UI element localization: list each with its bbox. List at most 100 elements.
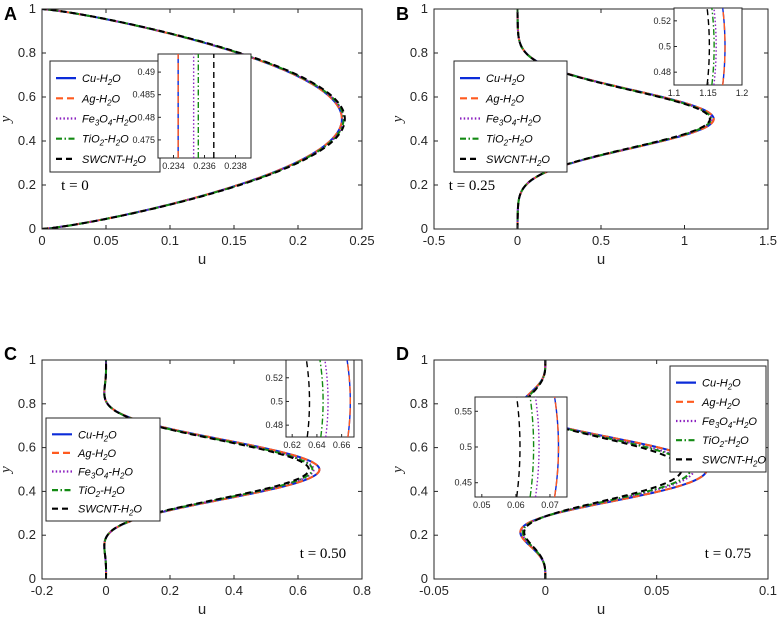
y-tick-label: 1 (29, 352, 36, 367)
inset-x-tick-label: 0.07 (541, 500, 559, 510)
legend-entry: Cu-H2O (486, 73, 525, 87)
x-tick-label: 0.05 (93, 233, 118, 248)
curves (42, 9, 346, 229)
legend-entry: Fe3O4-H2O (82, 114, 137, 128)
x-tick-label: -0.2 (31, 583, 53, 598)
inset-y-tick-label: 0.52 (653, 16, 671, 26)
inset-x-tick-label: 0.234 (162, 161, 185, 171)
x-tick-label: 0.15 (221, 233, 246, 248)
series-line-swcnt-h2o (523, 360, 683, 579)
legend: Cu-H2O Ag-H2O Fe3O4-H2O TiO2-H2O SWCNT-H2O (45, 417, 161, 522)
inset-box (474, 396, 568, 498)
series-line-tio2-h2o (42, 9, 345, 229)
inset-x-tick-label: 0.64 (308, 440, 326, 450)
legend-entry: TiO2-H2O (702, 435, 749, 449)
inset-line-ag-h2o (346, 360, 351, 437)
inset-x-tick-label: 1.2 (736, 88, 749, 98)
y-tick-label: 0 (29, 571, 36, 586)
y-tick-label: 0.6 (18, 440, 36, 455)
y-tick-label: 0.2 (410, 527, 428, 542)
inset-curves (706, 8, 726, 85)
x-tick-label: 1.5 (759, 233, 777, 248)
inset-y-tick-label: 0.485 (132, 90, 155, 100)
legend-entry: SWCNT-H2O (486, 154, 550, 168)
time-annotation: t = 0 (61, 178, 89, 194)
y-tick-label: 0.2 (410, 177, 428, 192)
inset: 1.1 1.15 1.2 0.48 0.5 0.52 (653, 7, 749, 98)
panel-C: -0.200.20.40.60.800.20.40.60.81uyCt = 0.… (0, 344, 371, 618)
y-tick-label: 1 (421, 352, 428, 367)
y-tick-label: 0.6 (18, 89, 36, 104)
inset: 0.62 0.64 0.66 0.48 0.5 0.52 (265, 359, 355, 450)
legend-entry: Ag-H2O (81, 93, 121, 107)
inset: 0.05 0.06 0.07 0.45 0.5 0.55 (454, 396, 568, 510)
inset-line-tio2-h2o (529, 397, 535, 497)
legend-entry: Ag-H2O (77, 448, 117, 462)
y-axis-label: y (0, 115, 14, 124)
x-tick-label: 0 (514, 233, 521, 248)
curves (103, 360, 321, 579)
y-tick-label: 0.8 (18, 396, 36, 411)
legend-entry: Ag-H2O (485, 93, 525, 107)
legend-entry: Fe3O4-H2O (486, 114, 541, 128)
legend-entry: Fe3O4-H2O (78, 467, 133, 481)
x-tick-label: 0 (542, 583, 549, 598)
y-tick-label: 0.2 (18, 177, 36, 192)
inset-y-tick-label: 0.55 (454, 406, 472, 416)
time-annotation: t = 0.75 (705, 546, 751, 562)
x-tick-label: 1 (681, 233, 688, 248)
x-tick-label: 0 (102, 583, 109, 598)
x-axis-label: u (198, 601, 206, 618)
inset: 0.234 0.236 0.238 0.475 0.48 0.485 0.49 (132, 53, 252, 171)
inset-line-fe3o4-h2o (713, 8, 717, 85)
inset-line-ag-h2o (553, 397, 560, 497)
inset-x-tick-label: 0.236 (193, 161, 216, 171)
panel-label: D (396, 344, 409, 364)
inset-box (285, 359, 355, 438)
curves (516, 9, 715, 229)
inset-y-tick-label: 0.5 (459, 442, 472, 452)
series-line-swcnt-h2o (42, 9, 346, 229)
inset-line-ag-h2o (722, 8, 726, 85)
legend-entry: SWCNT-H2O (702, 454, 766, 468)
x-tick-label: 0.1 (161, 233, 179, 248)
inset-x-tick-label: 1.1 (668, 88, 681, 98)
inset-x-tick-label: 0.66 (333, 440, 351, 450)
inset-y-tick-label: 0.49 (137, 67, 155, 77)
inset-y-tick-label: 0.475 (132, 135, 155, 145)
y-tick-label: 0.2 (18, 527, 36, 542)
y-axis-label: y (0, 466, 14, 475)
legend-entry: SWCNT-H2O (82, 154, 146, 168)
x-tick-label: 0.8 (353, 583, 371, 598)
y-tick-label: 0.4 (410, 483, 428, 498)
x-tick-label: 0.2 (161, 583, 179, 598)
y-tick-label: 0.8 (410, 396, 428, 411)
x-axis-label: u (597, 251, 605, 268)
x-tick-label: 0.6 (289, 583, 307, 598)
inset-line-tio2-h2o (319, 360, 324, 437)
inset-y-tick-label: 0.5 (658, 42, 671, 52)
legend: Cu-H2O Ag-H2O Fe3O4-H2O TiO2-H2O SWCNT-H2O (453, 60, 568, 173)
panel-label: A (4, 4, 17, 24)
legend-entry: Cu-H2O (702, 378, 741, 392)
legend-box (453, 60, 568, 173)
legend-entry: Ag-H2O (701, 397, 741, 411)
x-tick-label: 0.1 (759, 583, 777, 598)
legend-entry: TiO2-H2O (486, 134, 533, 148)
panel-label: B (396, 4, 409, 24)
inset-y-tick-label: 0.48 (265, 420, 283, 430)
x-tick-label: 0 (38, 233, 45, 248)
inset-box (157, 53, 252, 159)
inset-curves (177, 54, 215, 158)
panel-label: C (4, 344, 17, 364)
series-line-fe3o4-h2o (516, 9, 713, 229)
inset-line-fe3o4-h2o (324, 360, 329, 437)
series-line-ag-h2o (103, 360, 321, 579)
x-tick-label: 0.5 (592, 233, 610, 248)
inset-line-tio2-h2o (711, 8, 715, 85)
x-tick-label: 0.4 (225, 583, 243, 598)
y-axis-label: y (390, 115, 406, 124)
y-tick-label: 0.4 (18, 133, 36, 148)
x-axis-label: u (198, 251, 206, 268)
